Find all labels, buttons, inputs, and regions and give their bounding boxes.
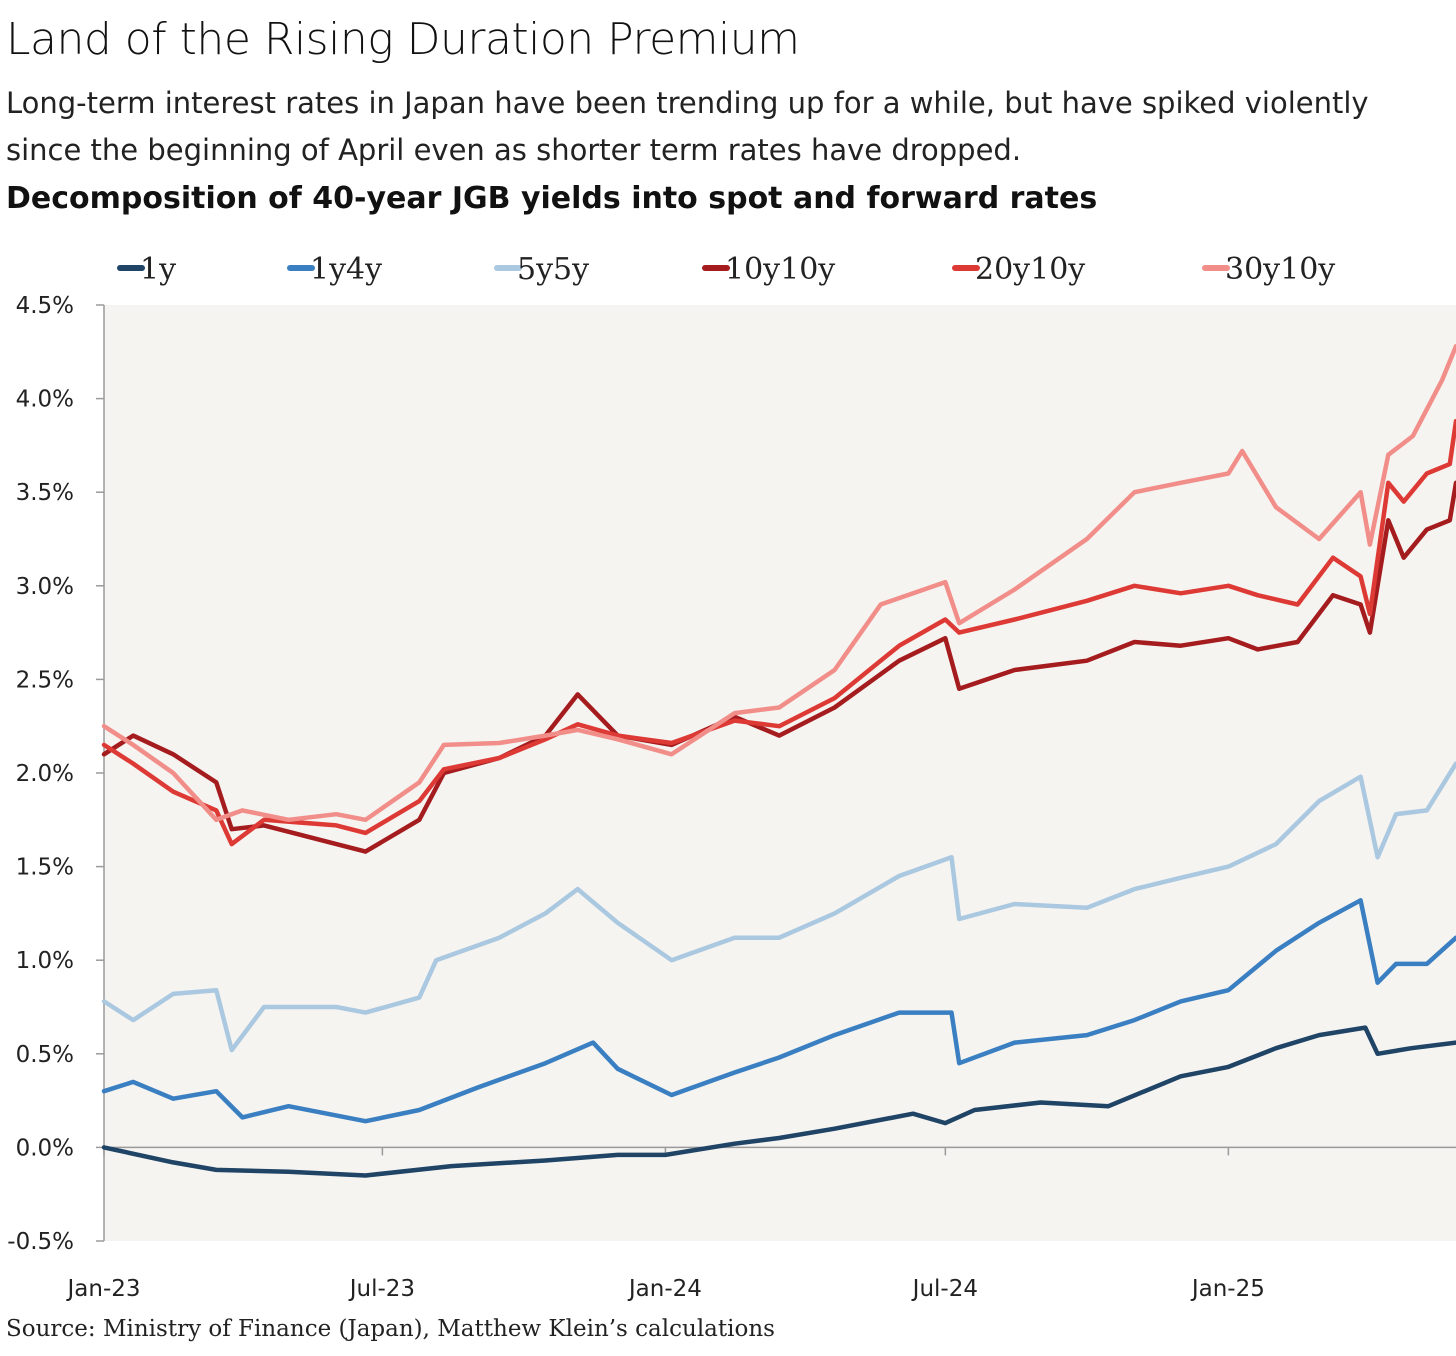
legend-label-10y10y: 10y10y	[725, 252, 835, 287]
x-tick-label: Jul-23	[348, 1276, 415, 1302]
series-line-1y	[101, 1025, 1456, 1178]
plot-background	[104, 305, 1456, 1241]
y-tick-label: 0.0%	[16, 1135, 74, 1161]
page-subtitle: Long-term interest rates in Japan have b…	[6, 86, 1369, 167]
y-tick-label: 3.0%	[16, 574, 74, 600]
source-note: Source: Ministry of Finance (Japan), Mat…	[6, 1316, 775, 1342]
y-tick-label: -0.5%	[7, 1229, 74, 1255]
y-tick-label: 2.5%	[16, 667, 74, 693]
series-line-10y10y	[101, 480, 1456, 854]
y-tick-label: 1.5%	[16, 855, 74, 881]
x-tick-label: Jan-23	[65, 1276, 140, 1302]
x-tick-label: Jan-24	[627, 1276, 702, 1302]
series-layer	[101, 343, 1456, 1178]
chart-title: Decomposition of 40-year JGB yields into…	[6, 181, 1098, 216]
legend-label-5y5y: 5y5y	[517, 252, 589, 287]
legend-label-1y4y: 1y4y	[310, 252, 382, 287]
series-line-20y10y	[101, 418, 1456, 847]
series-line-30y10y	[101, 343, 1456, 823]
series-line-1y4y	[101, 898, 1456, 1124]
legend-label-30y10y: 30y10y	[1225, 252, 1335, 287]
x-tick-label: Jan-25	[1190, 1276, 1265, 1302]
y-tick-label: 4.0%	[16, 387, 74, 413]
axes: -0.5% 0.0% 0.5% 1.0% 1.5% 2.0% 2.5% 3.0% 3.5% 4.0…	[7, 293, 1456, 1302]
legend-label-20y10y: 20y10y	[975, 252, 1085, 287]
y-tick-label: 0.5%	[16, 1042, 74, 1068]
series-line-5y5y	[101, 761, 1456, 1053]
legend-label-1y: 1y	[140, 252, 176, 287]
x-tick-label: Jul-24	[911, 1276, 978, 1302]
y-tick-label: 1.0%	[16, 948, 74, 974]
y-tick-label: 4.5%	[16, 293, 74, 319]
page-title: Land of the Rising Duration Premium	[6, 14, 800, 65]
legend: 1y 1y4y 5y5y 10y10y 20y10y 30y10y	[117, 252, 1335, 287]
line-chart: -0.5% 0.0% 0.5% 1.0% 1.5% 2.0% 2.5% 3.0% 3.5% 4.0…	[7, 252, 1456, 1302]
y-tick-label: 2.0%	[16, 761, 74, 787]
y-tick-label: 3.5%	[16, 480, 74, 506]
